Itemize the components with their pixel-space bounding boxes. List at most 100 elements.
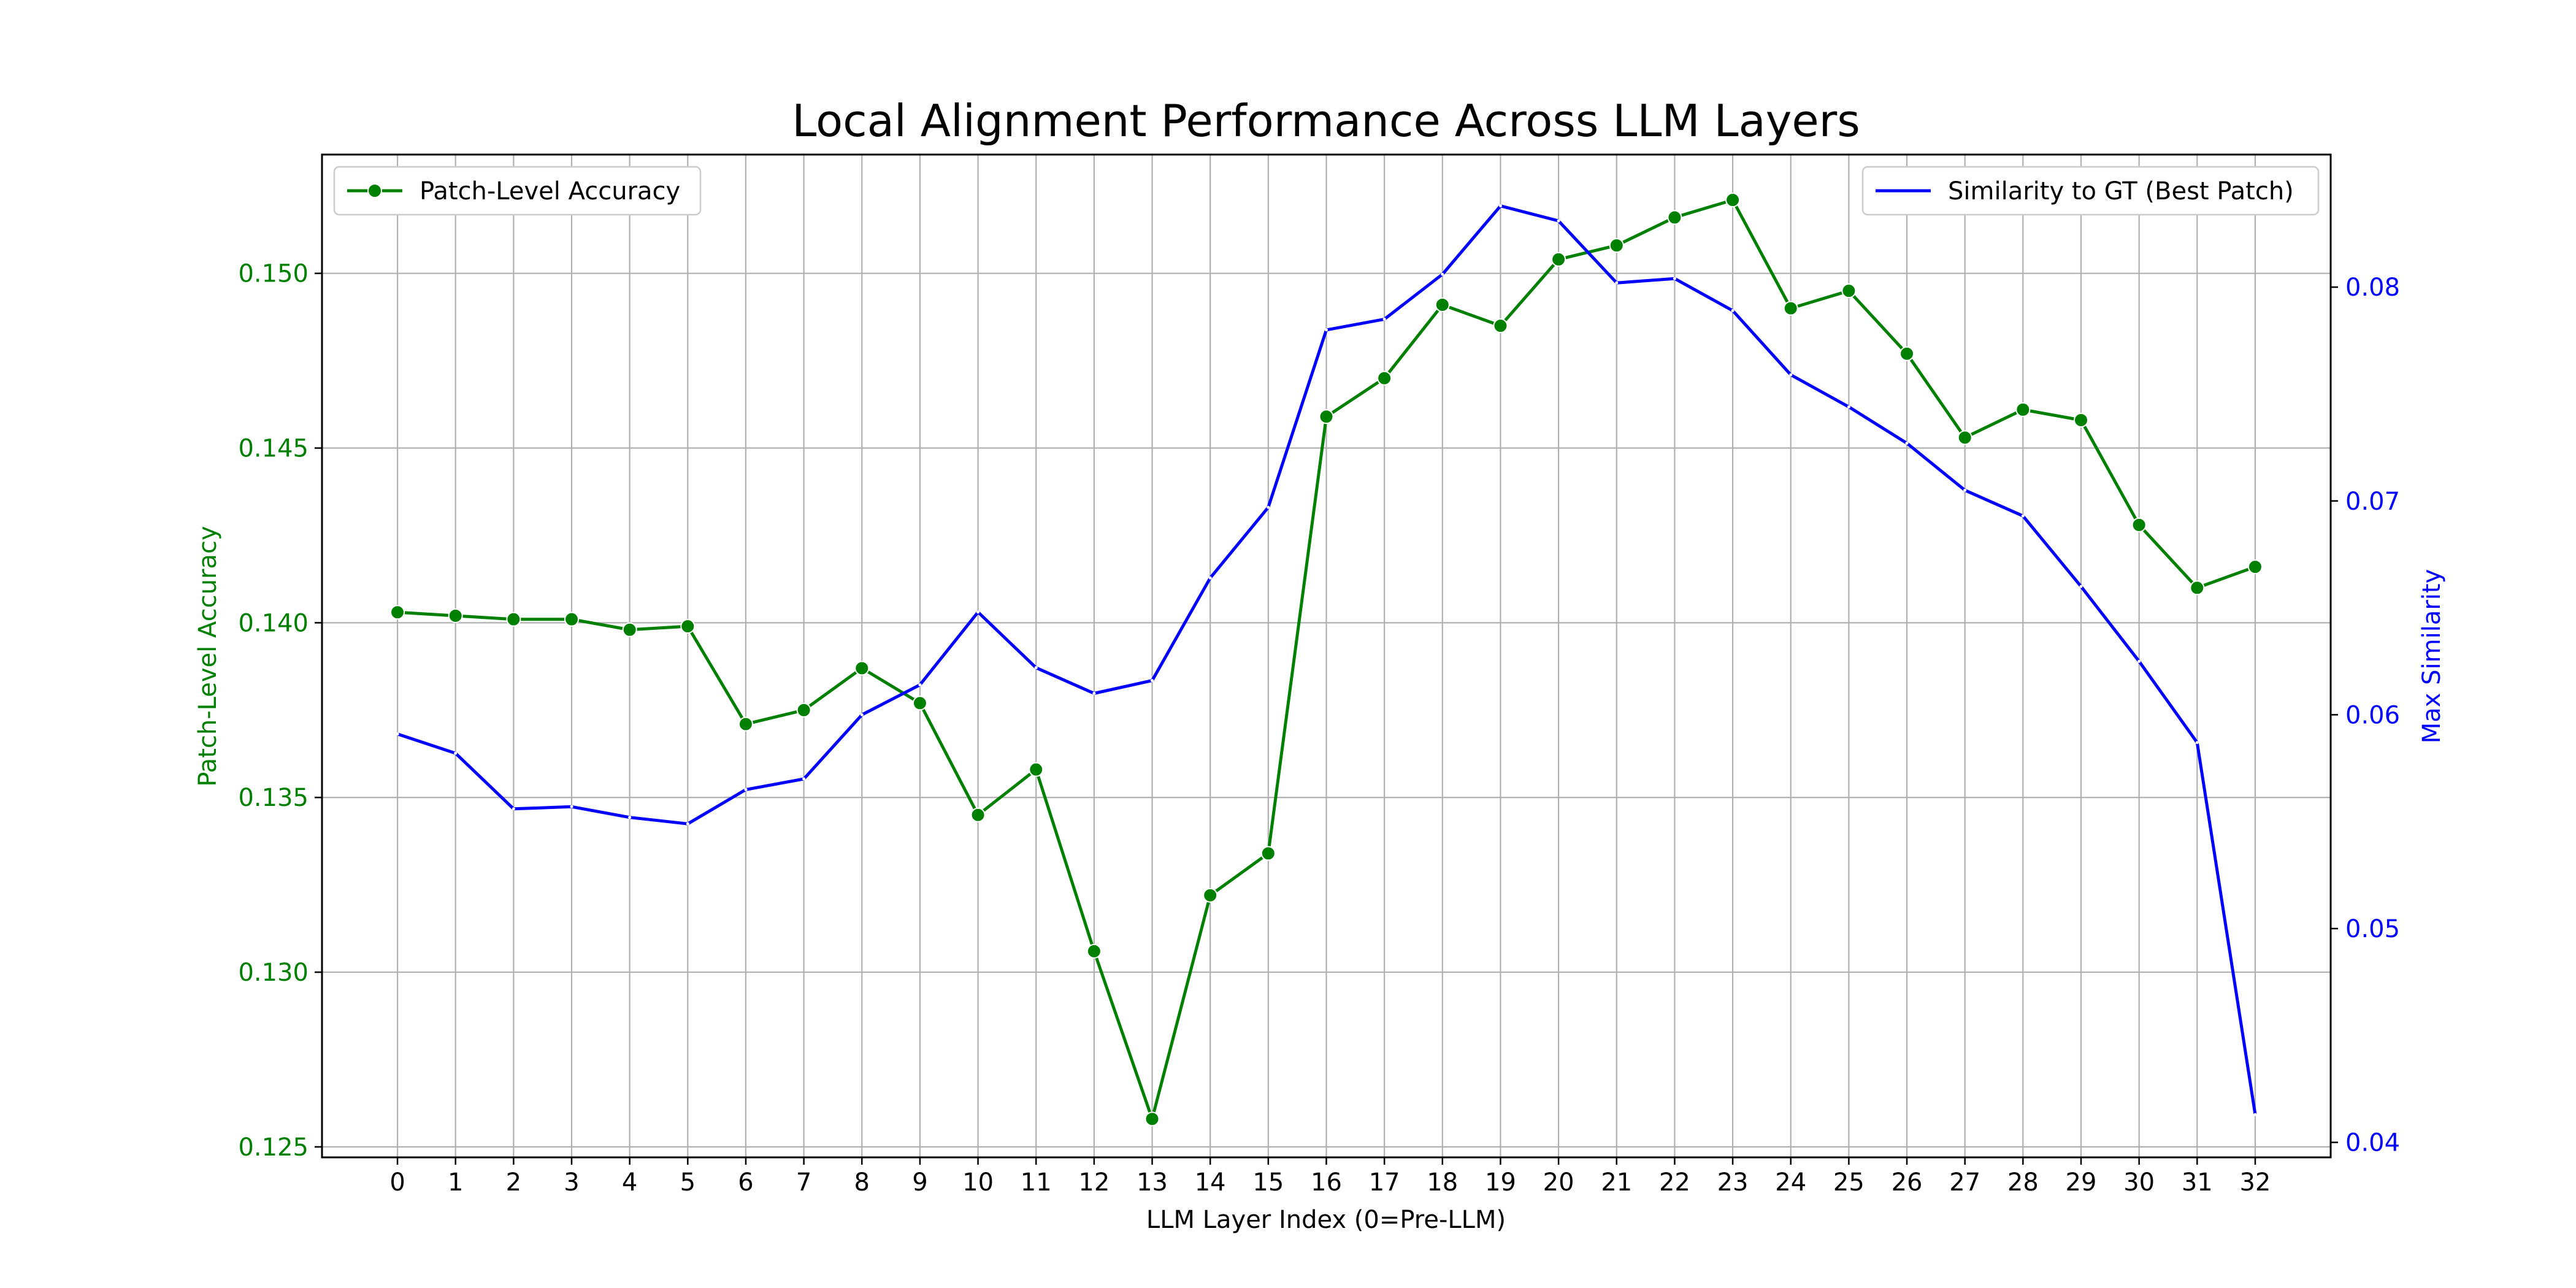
similarity-point [2079, 585, 2083, 588]
accuracy-point [622, 622, 637, 637]
similarity-point [802, 777, 806, 781]
x-tick-label: 23 [1717, 1168, 1749, 1197]
similarity-point [396, 732, 399, 736]
x-tick-label: 20 [1543, 1168, 1574, 1197]
right-tick-label: 0.06 [2345, 701, 2400, 729]
accuracy-point [1029, 762, 1044, 777]
legend-similarity-box [1861, 166, 2320, 216]
x-tick-label: 15 [1252, 1168, 1284, 1197]
x-tick-label: 29 [2066, 1168, 2097, 1197]
similarity-point [512, 807, 515, 811]
x-tick-label: 5 [680, 1168, 696, 1197]
accuracy-point [1435, 297, 1450, 312]
accuracy-point [912, 696, 927, 711]
x-axis: 0 1 2 3 4 5 6 7 8 9 10 11 12 13 14 15 16 17 18 19 20 21 22 23 24… [389, 1157, 2271, 1197]
similarity-point [1557, 219, 1560, 223]
similarity-point [454, 751, 458, 755]
similarity-point [1441, 272, 1444, 276]
x-tick-label: 24 [1775, 1168, 1806, 1197]
left-tick-label: 0.140 [238, 609, 309, 637]
similarity-point [1382, 317, 1386, 321]
accuracy-point [1783, 301, 1798, 316]
accuracy-point [1319, 409, 1334, 424]
x-tick-label: 32 [2239, 1168, 2271, 1197]
accuracy-point [854, 661, 870, 676]
accuracy-point [1493, 318, 1508, 334]
x-tick-label: 2 [506, 1168, 521, 1197]
accuracy-point [2190, 580, 2205, 596]
x-tick-label: 3 [564, 1168, 579, 1197]
chart-title: Local Alignment Performance Across LLM L… [792, 95, 1860, 147]
x-tick-label: 16 [1311, 1168, 1342, 1197]
similarity-point [1325, 328, 1328, 332]
accuracy-point [970, 807, 986, 822]
similarity-point [2021, 514, 2025, 518]
similarity-point [1267, 505, 1270, 509]
similarity-point [976, 610, 980, 614]
x-tick-label: 12 [1078, 1168, 1110, 1197]
accuracy-point [796, 702, 811, 718]
x-tick-label: 30 [2123, 1168, 2155, 1197]
accuracy-point [1609, 238, 1624, 253]
accuracy-point [1203, 887, 1218, 903]
legend-accuracy-label: Patch-Level Accuracy [420, 177, 680, 205]
left-tick-label: 0.125 [238, 1133, 309, 1162]
similarity-point [1905, 442, 1909, 445]
similarity-point [1847, 405, 1850, 408]
x-tick-label: 21 [1601, 1168, 1632, 1197]
left-y-axis-label: Patch-Level Accuracy [194, 526, 222, 786]
x-axis-label: LLM Layer Index (0=Pre-LLM) [1146, 1206, 1506, 1234]
similarity-point [570, 805, 573, 808]
similarity-point [1151, 679, 1154, 683]
accuracy-point [448, 608, 463, 623]
legend-accuracy-box [333, 166, 702, 216]
x-tick-label: 13 [1137, 1168, 1168, 1197]
accuracy-point [1725, 193, 1741, 208]
similarity-point [1208, 576, 1212, 580]
accuracy-point [1899, 346, 1915, 361]
similarity-point [744, 788, 748, 791]
left-tick-label: 0.145 [238, 435, 309, 463]
accuracy-point [2131, 517, 2147, 532]
accuracy-point [1260, 846, 1276, 861]
accuracy-point [1144, 1111, 1160, 1127]
accuracy-point [1667, 210, 1682, 225]
left-y-axis: 0.125 0.130 0.135 0.140 0.145 0.150 [238, 260, 322, 1162]
legend-similarity: Similarity to GT (Best Patch) [1861, 166, 2320, 216]
x-tick-label: 0 [389, 1168, 405, 1197]
accuracy-point [2015, 402, 2031, 417]
accuracy-point [1086, 943, 1102, 959]
similarity-point [1673, 277, 1676, 280]
accuracy-point [564, 611, 580, 627]
right-y-axis-label: Max Similarity [2418, 569, 2446, 744]
x-tick-label: 17 [1369, 1168, 1400, 1197]
accuracy-point [2247, 559, 2263, 575]
x-tick-label: 7 [796, 1168, 811, 1197]
x-tick-label: 27 [1949, 1168, 1980, 1197]
x-tick-label: 31 [2182, 1168, 2213, 1197]
x-tick-label: 19 [1485, 1168, 1516, 1197]
x-tick-label: 22 [1659, 1168, 1690, 1197]
grid [322, 155, 2331, 1157]
left-tick-label: 0.150 [238, 260, 309, 288]
x-tick-label: 8 [854, 1168, 870, 1197]
x-tick-label: 28 [2007, 1168, 2039, 1197]
accuracy-point [1957, 430, 1972, 445]
accuracy-point [1377, 370, 1392, 386]
x-tick-label: 14 [1195, 1168, 1226, 1197]
legend-similarity-label: Similarity to GT (Best Patch) [1948, 177, 2294, 205]
accuracy-point [506, 611, 521, 627]
x-tick-label: 11 [1021, 1168, 1052, 1197]
x-tick-label: 9 [912, 1168, 927, 1197]
right-tick-label: 0.08 [2345, 274, 2400, 302]
similarity-point [1498, 204, 1502, 208]
x-tick-label: 6 [738, 1168, 753, 1197]
legend-accuracy-marker-swatch [367, 183, 382, 198]
x-tick-label: 4 [622, 1168, 637, 1197]
similarity-point [2195, 741, 2199, 745]
accuracy-point [738, 716, 753, 732]
accuracy-point [1551, 251, 1566, 267]
similarity-point [860, 713, 864, 716]
similarity-point [2137, 659, 2141, 663]
